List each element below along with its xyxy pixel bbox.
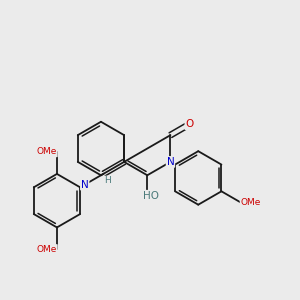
Text: N: N xyxy=(81,180,88,190)
Text: OMe: OMe xyxy=(37,245,57,254)
Text: H: H xyxy=(104,176,111,185)
Text: HO: HO xyxy=(143,191,159,201)
Text: O: O xyxy=(185,119,194,129)
Text: N: N xyxy=(167,157,174,167)
Text: OMe: OMe xyxy=(240,198,261,207)
Text: OMe: OMe xyxy=(37,148,57,157)
